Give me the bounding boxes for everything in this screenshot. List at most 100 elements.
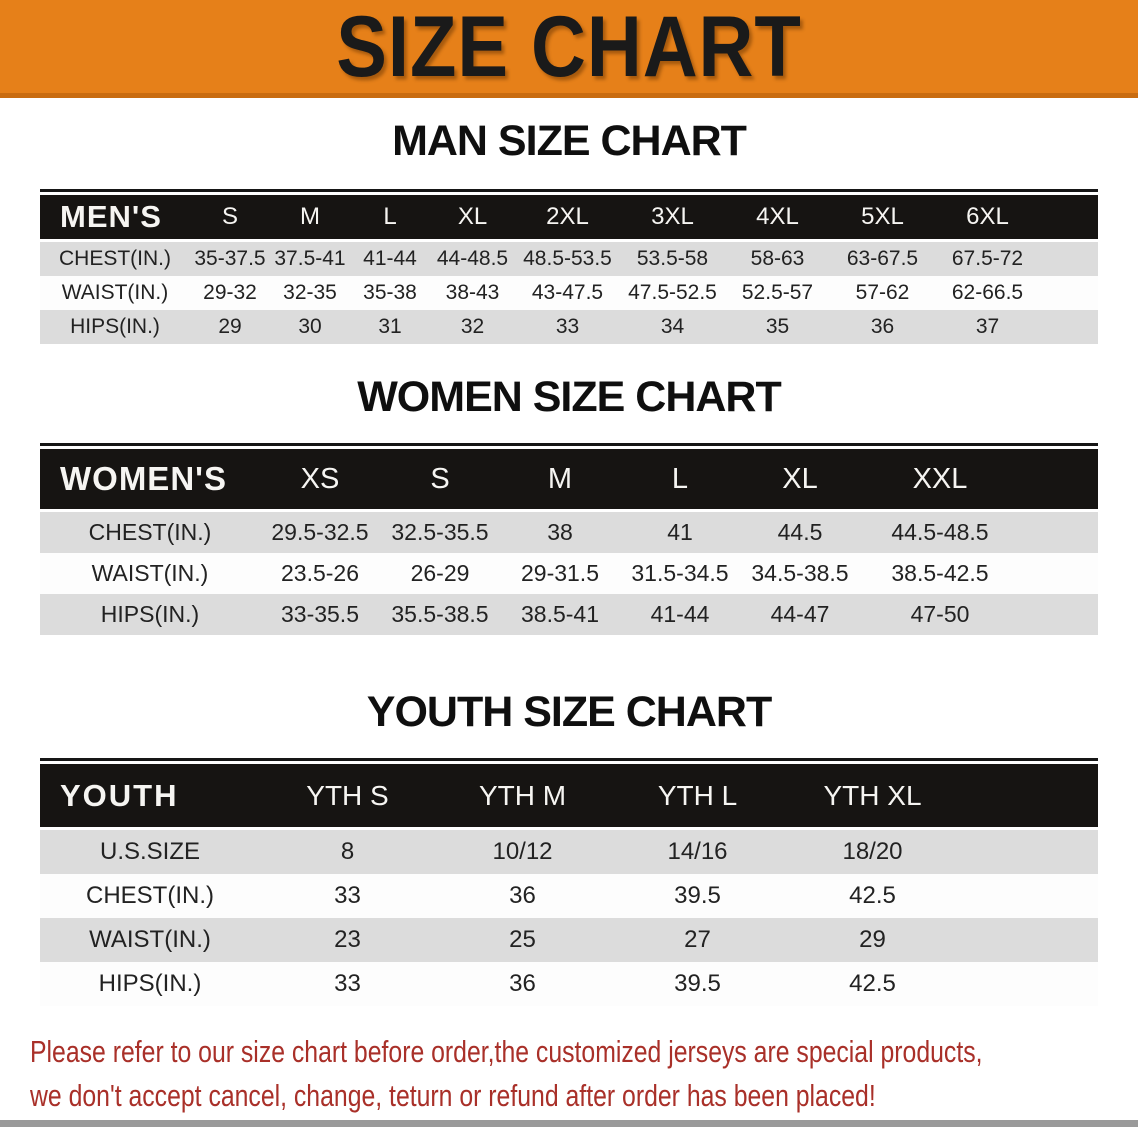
size-value: 30 xyxy=(298,315,322,338)
men-chart-heading: MAN SIZE CHART xyxy=(392,117,747,165)
size-value: 57-62 xyxy=(855,281,910,304)
size-value: 38-43 xyxy=(445,281,500,304)
women-size-section: WOMEN SIZE CHART WOMEN'S XS S M L XL XXL CHEST(… xyxy=(0,376,1138,635)
size-value: 42.5 xyxy=(849,970,896,997)
size-value: 44-47 xyxy=(770,601,830,627)
row-label: HIPS(IN.) xyxy=(100,601,200,627)
size-value: 52.5-57 xyxy=(741,281,814,304)
size-value: 33 xyxy=(334,882,361,909)
women-size-table: WOMEN'S XS S M L XL XXL CHEST(IN.) 29.5-32.5 32.5… xyxy=(40,443,1098,635)
row-label: CHEST(IN.) xyxy=(88,519,212,545)
table-corner-label: MEN'S xyxy=(60,199,162,234)
size-value: 48.5-53.5 xyxy=(523,247,612,270)
size-column-header: S xyxy=(430,462,450,495)
table-header-row: WOMEN'S XS S M L XL XXL xyxy=(40,449,1098,509)
size-column-header: L xyxy=(383,203,397,230)
size-value: 27 xyxy=(684,926,711,953)
size-value: 44-48.5 xyxy=(436,247,509,270)
size-column-header: XS xyxy=(300,462,340,495)
size-value: 8 xyxy=(340,838,355,865)
size-value: 35-38 xyxy=(363,281,417,304)
banner-title: SIZE CHART xyxy=(336,0,802,95)
size-value: 53.5-58 xyxy=(636,247,709,270)
size-value: 38 xyxy=(547,519,573,545)
table-row: WAIST(IN.) 23.5-26 26-29 29-31.5 31.5-34.5 34… xyxy=(40,553,1098,594)
table-row: HIPS(IN.) 33 36 39.5 42.5 xyxy=(40,962,1098,1006)
table-corner-label: YOUTH xyxy=(60,777,179,813)
size-column-header: YTH M xyxy=(478,779,567,811)
size-column-header: 5XL xyxy=(861,203,904,230)
size-value: 34.5-38.5 xyxy=(751,560,849,586)
size-value: 39.5 xyxy=(674,882,721,909)
size-value: 67.5-72 xyxy=(951,247,1024,270)
size-column-header: XL xyxy=(782,462,818,495)
table-row: HIPS(IN.) 33-35.5 35.5-38.5 38.5-41 41-44 44-… xyxy=(40,594,1098,635)
row-label: CHEST(IN.) xyxy=(86,882,214,909)
size-column-header: YTH XL xyxy=(823,779,922,811)
table-row: CHEST(IN.) 29.5-32.5 32.5-35.5 38 41 44.5 44.5… xyxy=(40,512,1098,553)
size-value: 31 xyxy=(378,315,402,338)
size-value: 42.5 xyxy=(849,882,896,909)
table-row: WAIST(IN.) 23 25 27 29 xyxy=(40,918,1098,962)
size-column-header: 6XL xyxy=(966,203,1009,230)
size-value: 63-67.5 xyxy=(846,247,919,270)
bottom-edge-strip xyxy=(0,1120,1138,1127)
size-value: 62-66.5 xyxy=(951,281,1024,304)
men-size-table: MEN'S S M L XL 2XL 3XL 4XL 5XL 6XL CHEST(IN.) 35-37… xyxy=(40,189,1098,344)
size-column-header: XL xyxy=(457,203,488,230)
size-value: 38.5-41 xyxy=(520,601,599,627)
size-value: 36 xyxy=(870,315,895,338)
size-chart-banner: SIZE CHART xyxy=(0,0,1138,98)
size-column-header: YTH L xyxy=(657,779,738,811)
row-label: WAIST(IN.) xyxy=(61,281,169,304)
size-value: 29 xyxy=(859,926,886,953)
size-value: 41-44 xyxy=(650,601,710,627)
row-label: CHEST(IN.) xyxy=(59,247,171,270)
disclaimer-text: Please refer to our size chart before or… xyxy=(30,1030,1138,1118)
size-value: 29-31.5 xyxy=(520,560,599,586)
size-column-header: M xyxy=(547,462,573,495)
size-value: 36 xyxy=(509,882,536,909)
size-value: 47-50 xyxy=(910,601,970,627)
youth-chart-heading: YOUTH SIZE CHART xyxy=(366,688,772,736)
row-label: U.S.SIZE xyxy=(99,838,201,865)
row-label: HIPS(IN.) xyxy=(70,315,160,338)
size-value: 33 xyxy=(555,315,580,338)
size-value: 44.5 xyxy=(777,519,823,545)
size-value: 35-37.5 xyxy=(194,247,266,270)
size-value: 23 xyxy=(334,926,361,953)
size-value: 26-29 xyxy=(410,560,470,586)
table-row: CHEST(IN.) 35-37.5 37.5-41 41-44 44-48.5 48.5… xyxy=(40,242,1098,276)
size-value: 35 xyxy=(765,315,790,338)
size-value: 18/20 xyxy=(842,838,903,865)
disclaimer-line-1: Please refer to our size chart before or… xyxy=(30,1034,983,1069)
size-value: 14/16 xyxy=(667,838,728,865)
table-row: U.S.SIZE 8 10/12 14/16 18/20 xyxy=(40,830,1098,874)
size-value: 35.5-38.5 xyxy=(391,601,489,627)
size-value: 37 xyxy=(975,315,1000,338)
size-value: 34 xyxy=(660,315,685,338)
size-value: 29 xyxy=(218,315,242,338)
size-value: 36 xyxy=(509,970,536,997)
size-value: 25 xyxy=(509,926,536,953)
disclaimer-line-2: we don't accept cancel, change, teturn o… xyxy=(30,1078,876,1113)
size-value: 33 xyxy=(334,970,361,997)
size-column-header: M xyxy=(300,203,320,230)
size-value: 37.5-41 xyxy=(274,247,346,270)
size-column-header: 2XL xyxy=(546,203,589,230)
table-row: CHEST(IN.) 33 36 39.5 42.5 xyxy=(40,874,1098,918)
size-value: 47.5-52.5 xyxy=(628,281,717,304)
row-label: HIPS(IN.) xyxy=(98,970,202,997)
size-value: 41-44 xyxy=(363,247,417,270)
size-column-header: XXL xyxy=(912,462,968,495)
size-column-header: L xyxy=(671,462,689,495)
size-value: 10/12 xyxy=(492,838,553,865)
youth-size-table: YOUTH YTH S YTH M YTH L YTH XL U.S.SIZE 8 10/12… xyxy=(40,758,1098,1006)
size-value: 43-47.5 xyxy=(531,281,604,304)
size-column-header: 3XL xyxy=(651,203,694,230)
size-column-header: S xyxy=(221,203,238,230)
size-column-header: YTH S xyxy=(306,779,389,811)
men-size-section: MAN SIZE CHART MEN'S S M L XL 2XL 3XL 4XL 5XL 6XL… xyxy=(0,120,1138,344)
table-corner-label: WOMEN'S xyxy=(60,460,228,497)
table-row: HIPS(IN.) 29 30 31 32 33 34 35 36 37 xyxy=(40,310,1098,344)
